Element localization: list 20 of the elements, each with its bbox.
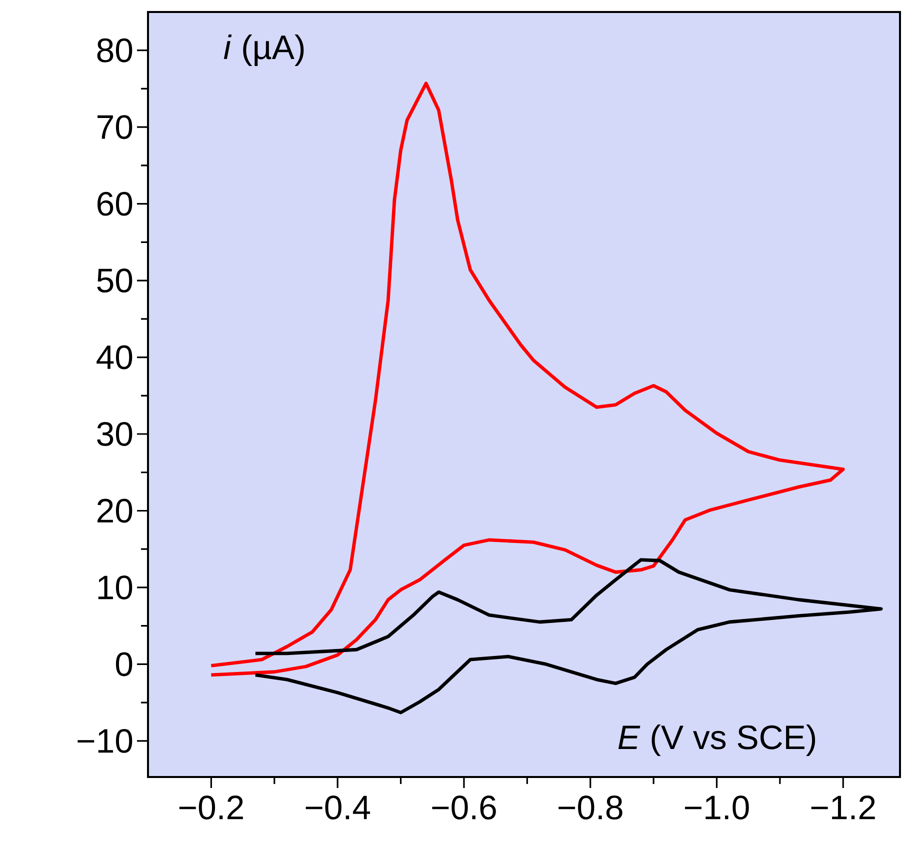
x-tick-label: −1.0 — [684, 796, 749, 820]
y-tick-label: 30 — [97, 422, 132, 446]
x-tick-label: −0.6 — [432, 796, 496, 820]
x-tick-label: −0.2 — [179, 796, 243, 820]
y-tick-label: 40 — [96, 345, 132, 370]
x-axis-title: E (V vs SCE) — [618, 724, 816, 756]
x-tick-label: −1.2 — [811, 796, 875, 820]
y-tick-label: 50 — [97, 268, 132, 293]
line-series — [209, 82, 845, 677]
y-tick-label: 80 — [97, 38, 132, 62]
y-tick-label: 0 — [116, 652, 132, 676]
y-tick-label: 10 — [98, 575, 132, 600]
y-tick-label: 60 — [98, 192, 132, 216]
y-tick-label: −10 — [78, 728, 132, 753]
y-axis-title: i (µA) — [224, 34, 304, 66]
x-tick-label: −0.4 — [306, 796, 370, 820]
line-series — [254, 558, 883, 714]
x-tick-label: −0.8 — [558, 796, 622, 820]
y-tick-label: 20 — [98, 498, 132, 523]
y-tick-label: 70 — [98, 115, 132, 140]
